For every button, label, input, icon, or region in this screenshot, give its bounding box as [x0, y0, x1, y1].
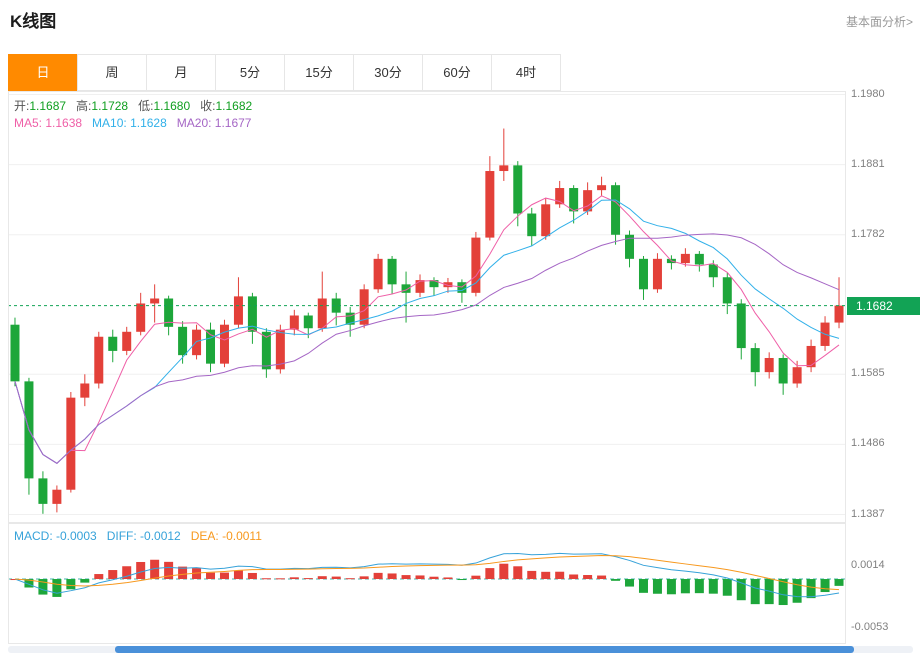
gridlines	[8, 94, 846, 516]
macdLegend-item: DEA: -0.0011	[190, 529, 262, 543]
dea-line	[14, 555, 840, 591]
period-tab-4[interactable]: 15分	[284, 54, 354, 91]
page-title: K线图	[10, 12, 57, 31]
macdLegend-item: MACD: -0.0003	[14, 529, 97, 543]
ma-legend: MA5: 1.1638 MA10: 1.1628 MA20: 1.1677	[14, 116, 261, 130]
period-tab-7[interactable]: 4时	[491, 54, 561, 91]
period-tab-1[interactable]: 周	[77, 54, 147, 91]
macd-bars	[10, 559, 844, 606]
period-tab-3[interactable]: 5分	[215, 54, 285, 91]
scrollbar-thumb[interactable]	[115, 646, 854, 653]
ma20-line	[14, 233, 840, 464]
maLegend-item: MA5: 1.1638	[14, 116, 83, 130]
period-tab-0[interactable]: 日	[8, 54, 78, 91]
period-tab-2[interactable]: 月	[146, 54, 216, 91]
candlestick-chart[interactable]	[8, 91, 846, 523]
macd-plot-border	[8, 523, 846, 644]
maLegend-item: MA10: 1.1628	[92, 116, 167, 130]
maLegend-item: MA20: 1.1677	[176, 116, 252, 130]
price-axis-label: 1.1486	[851, 437, 885, 450]
main-plot-border	[8, 91, 846, 523]
macd-chart[interactable]	[8, 523, 846, 644]
fundamental-analysis-link[interactable]: 基本面分析>	[845, 15, 913, 29]
price-axis-label: 1.1585	[851, 367, 885, 380]
candles	[10, 128, 844, 514]
macdLegend-item: DIFF: -0.0012	[106, 529, 181, 543]
period-tab-5[interactable]: 30分	[353, 54, 423, 91]
diff-line	[14, 552, 840, 598]
macd-axis-label: 0.0014	[851, 559, 885, 571]
ohlc-legend: 开:1.1687 高:1.1728 低:1.1680 收:1.1682	[14, 97, 262, 114]
macd-legend: MACD: -0.0003 DIFF: -0.0012 DEA: -0.0011	[14, 529, 272, 543]
chart-scrollbar[interactable]	[8, 646, 913, 653]
price-axis-label: 1.1387	[851, 507, 885, 520]
ohlcLegend-item: 开:1.1687	[14, 99, 67, 113]
period-tabbar: 日周月 5分 15分 30分 60分 4时	[8, 54, 561, 91]
price-axis-label: 1.1881	[851, 157, 885, 170]
ma5-line	[14, 195, 840, 464]
ohlcLegend-item: 高:1.1728	[76, 99, 129, 113]
price-axis-label: 1.1782	[851, 227, 885, 240]
period-tab-6[interactable]: 60分	[422, 54, 492, 91]
current-price-tag: 1.1682	[847, 296, 920, 315]
ohlcLegend-item: 低:1.1680	[138, 99, 191, 113]
ohlcLegend-item: 收:1.1682	[200, 99, 253, 113]
price-axis-label: 1.1980	[851, 87, 885, 100]
macd-axis-label: -0.0053	[851, 620, 889, 633]
